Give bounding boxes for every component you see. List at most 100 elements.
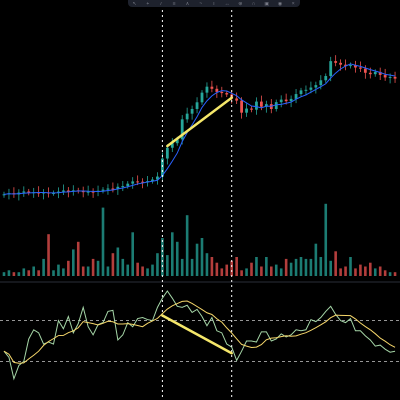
candle-body [363,68,367,73]
candle-body [368,72,372,75]
magnet-icon[interactable]: ∩ [251,1,256,6]
candle-body [225,93,229,95]
lock-icon[interactable]: ▣ [264,1,270,6]
candle-body [289,98,293,102]
cursor-icon[interactable]: ↖ [132,1,137,6]
candle-body [314,85,318,88]
volume-bar [200,238,204,276]
candle-body [304,89,308,91]
volume-bar [76,241,80,276]
volume-bar [52,270,55,276]
volume-bar [324,203,328,276]
volume-bar [240,270,243,276]
volume-bar [339,268,342,276]
volume-bar [289,262,293,276]
volume-bar [81,266,85,276]
candle-body [299,90,303,95]
trash-icon[interactable]: × [291,1,295,6]
crosshair-icon[interactable]: + [146,1,150,6]
candle-body [66,190,70,192]
volume-bar [265,257,268,276]
candle-body [284,99,288,102]
volume-bar [190,258,194,276]
candle-body [235,98,239,101]
candle-body [255,101,258,110]
candle-body [180,119,184,140]
pattern-icon[interactable]: ∧ [185,1,190,6]
zoom-icon[interactable]: ⊕ [238,1,243,6]
eye-icon[interactable]: ◉ [277,1,283,6]
candle-body [175,139,179,144]
candle-body [52,193,55,195]
volume-bar [210,257,214,276]
candle-body [334,61,338,63]
volume-bar [131,232,134,276]
candle-body [131,181,135,184]
candle-body [91,191,95,193]
volume-bar [42,258,45,276]
candle-body [86,191,90,193]
candle-body [359,67,362,69]
candle-body [106,188,110,190]
volume-bar [7,270,11,276]
candle-body [339,62,342,65]
measure-icon[interactable]: ↔ [224,1,230,6]
volume-bar [2,272,6,276]
volume-bar [175,241,179,276]
candle-body [324,76,328,81]
volume-bar [27,270,31,276]
text-icon[interactable]: T [212,1,216,6]
volume-bar [260,266,263,276]
volume-bar [235,257,238,276]
volume-bar [274,264,278,276]
candle-body [373,71,377,75]
candle-body [260,101,263,107]
volume-bar [121,258,125,276]
candle-body [264,104,268,107]
price-trendline[interactable] [166,96,233,148]
volume-bar [215,262,219,276]
candle-body [165,147,169,159]
volume-bar [96,260,100,276]
volume-bar [136,262,139,276]
candle-body [210,86,214,89]
volume-bar [17,272,21,276]
volume-bar [344,266,347,276]
volume-bar [373,268,377,276]
candle-body [383,74,387,78]
candle-body [378,71,382,75]
volume-bar [171,232,174,276]
volume-bar [369,262,372,276]
volume-bar [388,272,392,276]
volume-bar [220,268,224,276]
fib-icon[interactable]: ≡ [172,1,176,6]
candle-body [393,76,397,79]
volume-bar [255,257,258,276]
candle-body [344,64,347,66]
oscillator-line [3,290,396,381]
oscillator-trendline[interactable] [161,314,233,355]
volume-bar [225,264,229,276]
volume-bar [126,264,130,276]
candle-body [22,191,26,193]
candle-body [116,186,120,189]
volume-bar [314,243,318,276]
oscillator-signal-line [3,300,396,364]
candle-body [245,108,248,113]
candle-body [71,190,75,192]
brush-icon[interactable]: ~ [199,1,203,6]
volume-bar [72,249,75,276]
volume-bar [101,207,105,276]
volume-bar [279,268,283,276]
volume-bar [86,266,90,276]
trendline-icon[interactable]: / [160,1,162,6]
volume-bar [364,266,367,276]
volume-bar [299,257,303,276]
candle-body [354,65,357,68]
volume-bar [91,258,95,276]
candle-body [250,108,253,110]
candle-body [294,94,298,99]
volume-bar [245,268,248,276]
candle-body [2,194,6,196]
